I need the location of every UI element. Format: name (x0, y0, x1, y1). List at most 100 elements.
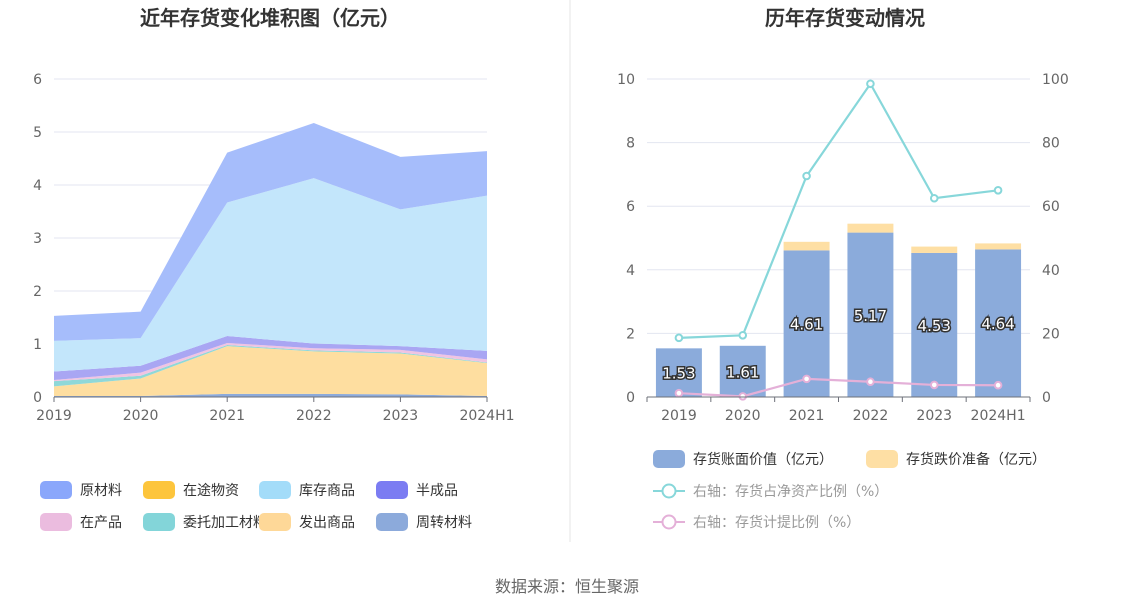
bar (783, 250, 830, 397)
left-legend-item[interactable]: 周转材料 (376, 513, 472, 531)
left-y-tick-label: 1 (33, 337, 42, 353)
right-legend-item[interactable]: 右轴：存货占净资产比例（%） (653, 483, 888, 500)
right-legend-item[interactable]: 存货跌价准备（亿元） (866, 450, 1046, 468)
left-legend-item[interactable]: 半成品 (376, 481, 458, 499)
legend-label: 在途物资 (183, 482, 239, 499)
right-y-right-tick-label: 0 (1042, 390, 1051, 406)
legend-swatch (259, 513, 291, 531)
left-y-tick-label: 5 (33, 125, 42, 141)
bar-data-label: 1.53 (662, 365, 695, 383)
left-x-tick-label: 2019 (36, 408, 72, 424)
left-chart-areas (54, 122, 487, 397)
right-x-tick-label: 2021 (789, 408, 825, 424)
right-chart-grid (647, 78, 1030, 334)
legend-swatch (143, 481, 175, 499)
left-legend-item[interactable]: 在途物资 (143, 481, 239, 499)
right-legend-item[interactable]: 存货账面价值（亿元） (653, 450, 833, 468)
legend-label: 委托加工材料 (183, 515, 267, 531)
line-series (678, 81, 999, 339)
area-series (54, 122, 487, 341)
line-point (674, 388, 684, 398)
line-point (929, 380, 939, 390)
bar (847, 223, 894, 233)
left-x-tick-label: 2020 (123, 408, 159, 424)
line-series (678, 377, 999, 398)
line-point (929, 193, 939, 203)
bar-data-label: 4.61 (790, 316, 823, 334)
left-y-tick-label: 6 (33, 72, 42, 88)
right-legend-item[interactable]: 右轴：存货计提比例（%） (653, 514, 860, 531)
right-y-left-tick-label: 10 (617, 72, 635, 88)
bar-data-label: 4.53 (918, 317, 951, 335)
legend-label: 存货账面价值（亿元） (693, 451, 833, 468)
legend-swatch-marker (661, 483, 677, 499)
right-x-tick-label: 2022 (853, 408, 889, 424)
right-y-left-tick-label: 4 (626, 263, 635, 279)
left-legend-item[interactable]: 原材料 (40, 481, 122, 499)
right-chart-bars (655, 223, 1022, 397)
bar (783, 241, 830, 251)
area-series (54, 342, 487, 382)
legend-label: 周转材料 (416, 515, 472, 531)
line-point (738, 392, 748, 401)
right-x-tick-label: 2020 (725, 408, 761, 424)
right-y-right-tick-label: 100 (1042, 72, 1069, 88)
line-point (866, 79, 875, 89)
line-point (866, 377, 875, 387)
data-source: 数据来源：恒生聚源 (495, 577, 639, 596)
line-point (993, 186, 1003, 195)
legend-label: 右轴：存货占净资产比例（%） (693, 483, 888, 500)
line-point (738, 331, 748, 340)
right-y-left-tick-label: 6 (626, 199, 635, 215)
right-y-left-tick-label: 8 (626, 136, 635, 152)
left-legend-item[interactable]: 库存商品 (259, 481, 355, 499)
bar-data-label: 5.17 (854, 307, 887, 325)
left-legend-item[interactable]: 在产品 (40, 513, 122, 531)
right-y-right-tick-label: 80 (1042, 136, 1060, 152)
right-y-right-tick-label: 20 (1042, 326, 1060, 342)
bar (975, 243, 1022, 250)
bar-data-label: 4.64 (981, 315, 1014, 333)
left-y-tick-label: 0 (33, 390, 42, 406)
bar (847, 232, 894, 397)
left-y-tick-label: 4 (33, 178, 42, 194)
line-point (993, 380, 1003, 390)
line-point (802, 171, 811, 181)
left-y-tick-label: 3 (33, 231, 42, 247)
right-y-left-tick-label: 2 (626, 326, 635, 342)
right-chart-lines (674, 79, 1003, 401)
legend-swatch (259, 481, 291, 499)
left-chart-title: 近年存货变化堆积图（亿元） (140, 6, 400, 30)
area-series (54, 345, 487, 387)
legend-swatch (40, 481, 72, 499)
area-series (54, 393, 487, 397)
legend-label: 库存商品 (299, 483, 355, 499)
right-x-tick-label: 2024H1 (971, 408, 1026, 424)
line-point (802, 374, 811, 384)
right-chart-legend[interactable]: 存货账面价值（亿元） 存货跌价准备（亿元） 右轴：存货占净资产比例（%） 右轴：存货计… (653, 450, 1046, 531)
right-y-left-tick-label: 0 (626, 390, 635, 406)
bar-data-label: 1.61 (726, 363, 759, 381)
right-y-right-tick-label: 60 (1042, 199, 1060, 215)
bar (975, 249, 1022, 397)
left-x-tick-label: 2022 (296, 408, 332, 424)
area-series (54, 178, 487, 372)
legend-label: 半成品 (416, 483, 458, 499)
bar (911, 252, 958, 397)
left-legend-item[interactable]: 发出商品 (259, 513, 355, 531)
legend-label: 右轴：存货计提比例（%） (693, 514, 860, 531)
legend-swatch (376, 513, 408, 531)
right-x-tick-label: 2019 (661, 408, 697, 424)
legend-label: 发出商品 (299, 515, 355, 531)
left-legend-item[interactable]: 委托加工材料 (143, 513, 267, 531)
legend-swatch (866, 450, 898, 468)
legend-swatch (143, 513, 175, 531)
legend-label: 原材料 (80, 483, 122, 499)
legend-swatch-marker (661, 514, 677, 530)
legend-swatch (40, 513, 72, 531)
right-chart-data-labels: 1.53 1.61 4.61 5.17 4.53 4.64 (661, 305, 1017, 384)
bar (911, 246, 958, 253)
left-x-tick-label: 2021 (209, 408, 245, 424)
